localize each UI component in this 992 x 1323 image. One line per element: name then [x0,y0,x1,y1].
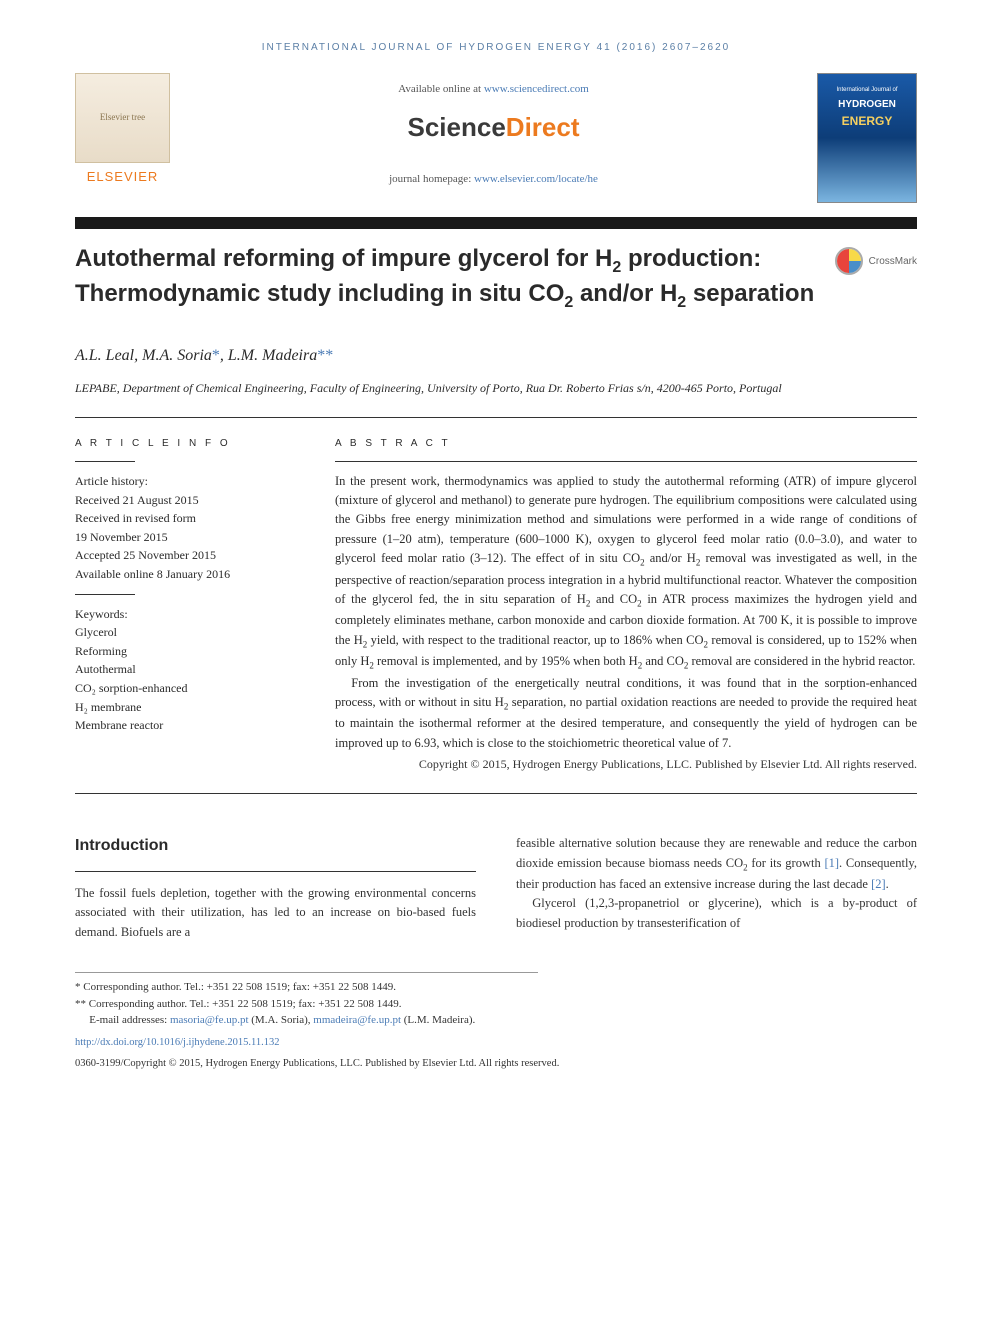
abstract-paragraph: In the present work, thermodynamics was … [335,472,917,674]
elsevier-logo: Elsevier tree ELSEVIER [75,73,170,187]
section-heading-introduction: Introduction [75,834,476,859]
journal-citation-header: INTERNATIONAL JOURNAL OF HYDROGEN ENERGY… [75,40,917,55]
keyword: H₂ membrane [75,698,295,717]
abstract-heading: A B S T R A C T [335,436,917,451]
publisher-block: Elsevier tree ELSEVIER Available online … [75,73,917,203]
history-received: Received 21 August 2015 [75,491,295,510]
abstract-paragraph: From the investigation of the energetica… [335,674,917,754]
ref-link-2[interactable]: [2] [871,877,886,891]
article-info-heading: A R T I C L E I N F O [75,436,295,452]
corresponding-author-note: ** Corresponding author. Tel.: +351 22 5… [75,996,538,1013]
affiliation: LEPABE, Department of Chemical Engineeri… [75,380,917,397]
divider [75,793,917,794]
authors-line: A.L. Leal, M.A. Soria*, L.M. Madeira** [75,344,917,368]
doi-line: http://dx.doi.org/10.1016/j.ijhydene.201… [75,1035,917,1051]
body-text-columns: Introduction The fossil fuels depletion,… [75,834,917,942]
journal-homepage-line: journal homepage: www.elsevier.com/locat… [188,171,799,188]
keyword: Glycerol [75,623,295,642]
available-online-line: Available online at www.sciencedirect.co… [188,81,799,98]
history-label: Article history: [75,472,295,491]
history-online: Available online 8 January 2016 [75,565,295,584]
doi-link[interactable]: http://dx.doi.org/10.1016/j.ijhydene.201… [75,1037,279,1048]
journal-homepage-link[interactable]: www.elsevier.com/locate/he [474,173,598,185]
history-revised-2: 19 November 2015 [75,528,295,547]
body-paragraph: The fossil fuels depletion, together wit… [75,884,476,942]
keyword: Autothermal [75,660,295,679]
ref-link-1[interactable]: [1] [824,856,839,870]
corresponding-author-note: * Corresponding author. Tel.: +351 22 50… [75,979,538,996]
keyword: CO₂ sorption-enhanced [75,679,295,698]
sciencedirect-link[interactable]: www.sciencedirect.com [484,83,589,95]
keyword: Reforming [75,642,295,661]
journal-cover-thumbnail: International Journal of HYDROGEN ENERGY [817,73,917,203]
history-revised-1: Received in revised form [75,509,295,528]
footnotes-block: * Corresponding author. Tel.: +351 22 50… [75,972,538,1029]
keywords-label: Keywords: [75,605,295,624]
issn-copyright-line: 0360-3199/Copyright © 2015, Hydrogen Ene… [75,1056,917,1072]
elsevier-name: ELSEVIER [75,167,170,187]
elsevier-tree-icon: Elsevier tree [75,73,170,163]
abstract-copyright: Copyright © 2015, Hydrogen Energy Public… [335,755,917,773]
author-email-link[interactable]: masoria@fe.up.pt [170,1014,249,1026]
email-addresses-line: E-mail addresses: masoria@fe.up.pt (M.A.… [75,1012,538,1029]
author-email-link[interactable]: mmadeira@fe.up.pt [313,1014,401,1026]
crossmark-badge[interactable]: CrossMark [835,247,917,275]
keyword: Membrane reactor [75,716,295,735]
history-accepted: Accepted 25 November 2015 [75,546,295,565]
crossmark-label: CrossMark [869,254,917,269]
article-title: Autothermal reforming of impure glycerol… [75,243,917,314]
abstract-column: A B S T R A C T In the present work, the… [335,436,917,774]
body-paragraph: Glycerol (1,2,3-propanetriol or glycerin… [516,894,917,933]
body-paragraph: feasible alternative solution because th… [516,834,917,894]
title-separator-bar [75,217,917,229]
sciencedirect-logo: ScienceDirect [188,108,799,147]
article-info-column: A R T I C L E I N F O Article history: R… [75,436,295,774]
crossmark-icon [835,247,863,275]
